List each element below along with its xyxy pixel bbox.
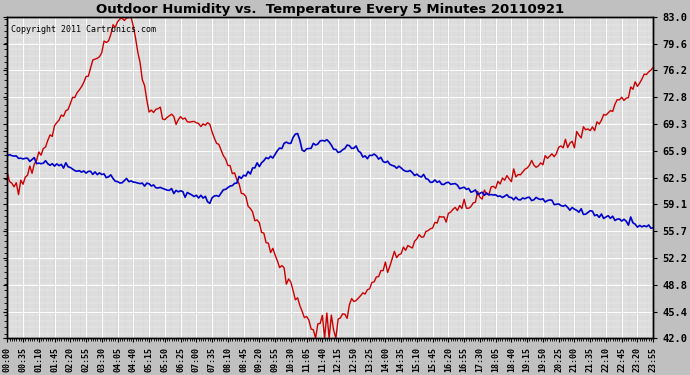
Text: Copyright 2011 Cartronics.com: Copyright 2011 Cartronics.com: [10, 25, 155, 34]
Title: Outdoor Humidity vs.  Temperature Every 5 Minutes 20110921: Outdoor Humidity vs. Temperature Every 5…: [96, 3, 564, 16]
